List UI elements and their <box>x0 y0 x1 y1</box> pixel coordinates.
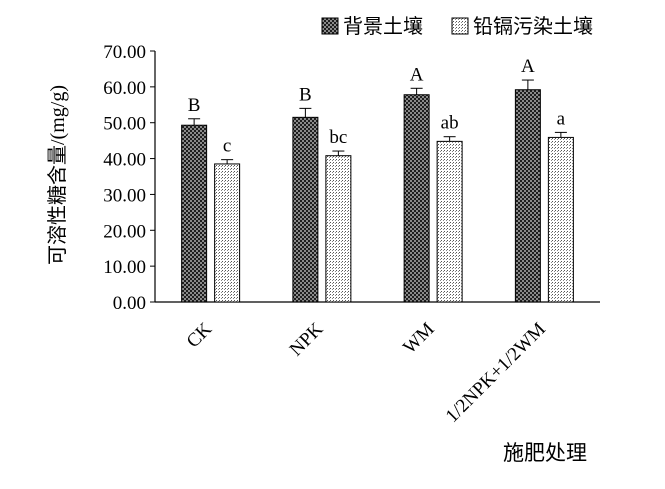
y-tick-label: 0.00 <box>113 293 146 314</box>
bar-background-1 <box>292 116 319 303</box>
legend-label-1: 铅镉污染土壤 <box>473 15 593 38</box>
legend: 背景土壤 铅镉污染土壤 <box>321 15 593 38</box>
error-bars <box>188 79 567 164</box>
y-tick-label: 50.00 <box>103 114 146 135</box>
bar-contaminated-3 <box>547 136 574 303</box>
y-tick-label: 20.00 <box>103 221 146 242</box>
bar-background-2 <box>403 94 430 303</box>
bar-contaminated-0 <box>214 163 241 303</box>
category-labels: CK NPK WM 1/2NPK+1/2WM <box>183 318 550 426</box>
significance-label: A <box>521 56 535 77</box>
category-label-0: CK <box>183 318 217 352</box>
y-tick-label: 70.00 <box>103 42 146 63</box>
x-axis-label: 施肥处理 <box>503 441 587 465</box>
significance-label: c <box>223 136 231 157</box>
bar-contaminated-2 <box>436 140 463 303</box>
y-tick-label: 60.00 <box>103 78 146 99</box>
y-ticks: 0.00 10.00 20.00 30.00 40.00 50.00 60.00 70.00 <box>103 42 155 314</box>
significance-label: a <box>557 108 566 129</box>
y-tick-label: 40.00 <box>103 150 146 171</box>
category-label-2: WM <box>399 319 439 359</box>
significance-labels: Bc Bbc Aab Aa <box>188 56 566 157</box>
category-label-3: 1/2NPK+1/2WM <box>442 319 550 427</box>
y-axis-label: 可溶性糖含量/(mg/g) <box>46 85 69 265</box>
bar-contaminated-1 <box>325 155 352 303</box>
significance-label: ab <box>441 113 459 134</box>
bars <box>181 89 574 303</box>
y-tick-label: 30.00 <box>103 185 146 206</box>
significance-label: B <box>188 95 201 116</box>
significance-label: B <box>299 84 312 105</box>
legend-label-0: 背景土壤 <box>343 15 423 38</box>
bar-background-0 <box>181 124 208 303</box>
bar-background-3 <box>514 89 541 303</box>
significance-label: bc <box>329 127 347 148</box>
y-tick-label: 10.00 <box>103 257 146 278</box>
legend-swatch-0 <box>321 17 339 35</box>
significance-label: A <box>410 64 424 85</box>
category-label-1: NPK <box>286 318 328 360</box>
legend-swatch-1 <box>451 17 469 35</box>
